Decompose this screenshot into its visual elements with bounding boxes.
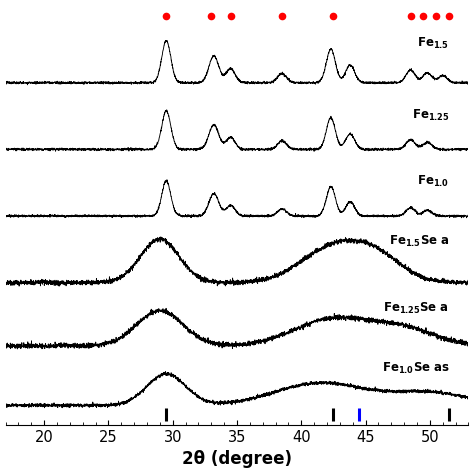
Text: $\mathregular{Fe_{1.5}}$: $\mathregular{Fe_{1.5}}$: [417, 36, 449, 51]
Text: $\mathregular{Fe_{1.25}Se\ a}$: $\mathregular{Fe_{1.25}Se\ a}$: [383, 301, 449, 316]
Text: $\mathregular{Fe_{1.25}}$: $\mathregular{Fe_{1.25}}$: [412, 108, 449, 123]
Text: $\mathregular{Fe_{1.0}}$: $\mathregular{Fe_{1.0}}$: [417, 174, 449, 189]
Text: $\mathregular{Fe_{1.5}Se\ a}$: $\mathregular{Fe_{1.5}Se\ a}$: [389, 234, 449, 249]
X-axis label: 2θ (degree): 2θ (degree): [182, 450, 292, 468]
Text: $\mathregular{Fe_{1.0}Se\ as}$: $\mathregular{Fe_{1.0}Se\ as}$: [382, 361, 449, 376]
